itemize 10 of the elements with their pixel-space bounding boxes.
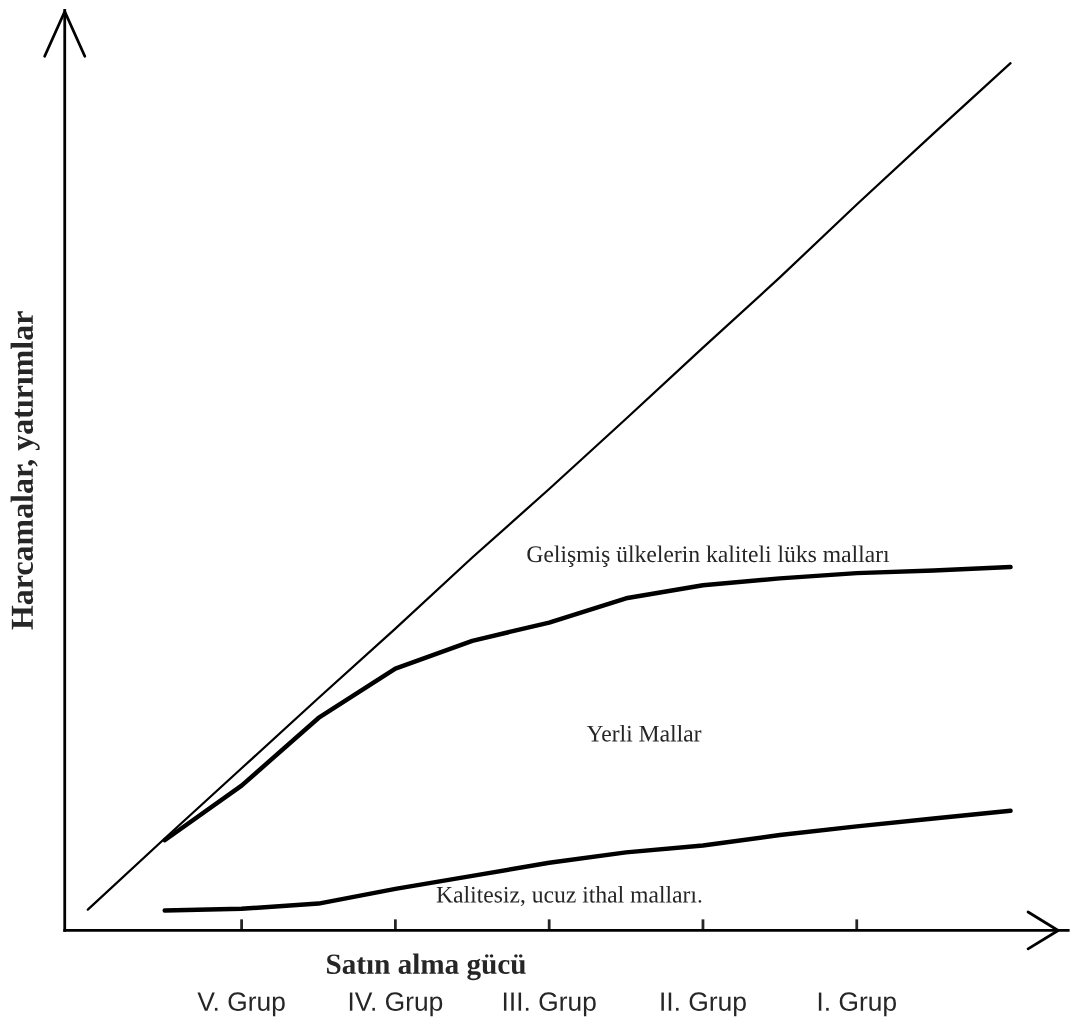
x-tick-label: III. Grup (503, 992, 596, 1017)
x-tick-label: II. Grup (661, 992, 746, 1017)
y-axis-title: Harcamalar, yatırımlar (10, 311, 40, 630)
x-axis-title: Satın alma gücü (327, 953, 526, 981)
x-tick-label: V. Grup (197, 992, 285, 1017)
annotation: Gelişmiş ülkelerin kaliteli lüks malları (527, 545, 890, 567)
x-tick-label: I. Grup (818, 992, 896, 1017)
annotation: Yerli Mallar (586, 725, 702, 742)
x-tick-label: IV. Grup (349, 992, 443, 1017)
annotation: Kalitesiz, ucuz ithal malları. (436, 886, 702, 907)
